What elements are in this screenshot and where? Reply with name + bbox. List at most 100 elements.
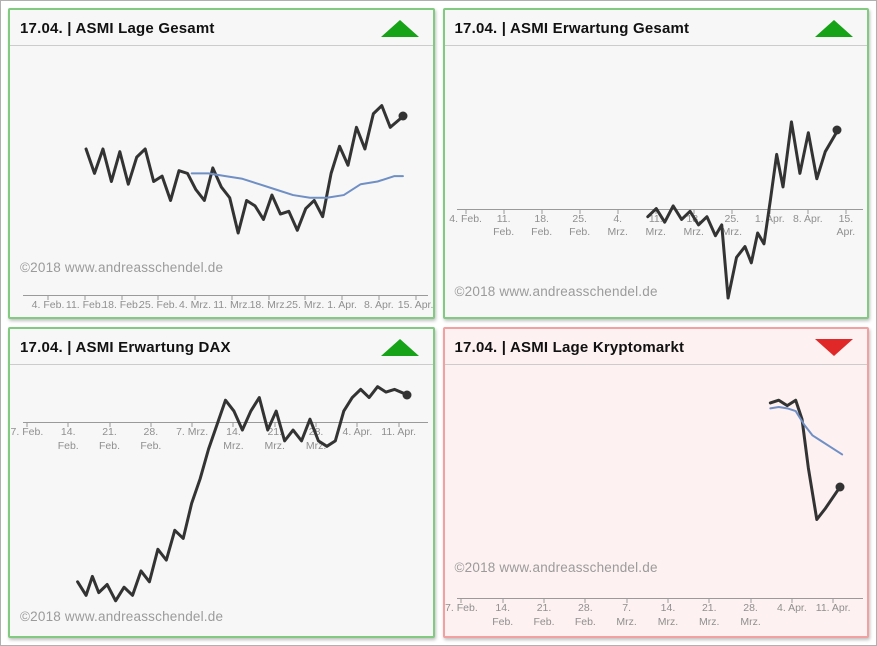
- x-axis-tick: [84, 295, 86, 301]
- line-series-svg: [10, 46, 433, 317]
- latest-value-dot: [402, 390, 412, 400]
- panel-header: 17.04. | ASMI Erwartung Gesamt: [444, 10, 867, 46]
- x-axis-line: [22, 295, 429, 297]
- x-axis-tick: [708, 598, 710, 604]
- x-axis-tick-label: 11. Apr.: [815, 602, 851, 615]
- x-axis-tick: [378, 295, 380, 301]
- x-axis-tick: [693, 208, 695, 214]
- panel-header: 17.04. | ASMI Lage Gesamt: [10, 10, 433, 46]
- x-axis-tick: [67, 421, 69, 427]
- x-axis-tick-label: 7. Mrz.: [616, 602, 637, 628]
- x-axis-tick: [465, 208, 467, 214]
- x-axis-tick-label: 8. Apr.: [792, 212, 823, 225]
- x-axis-tick: [791, 598, 793, 604]
- latest-value-dot: [832, 125, 842, 135]
- latest-value-dot: [835, 482, 845, 492]
- panel-title: 17.04. | ASMI Lage Gesamt: [20, 19, 215, 37]
- x-axis-tick-label: 4. Mrz.: [607, 212, 628, 239]
- x-axis-tick-label: 28. Feb.: [140, 425, 162, 452]
- x-axis-tick: [769, 208, 771, 214]
- x-axis-tick: [356, 421, 358, 427]
- x-axis-tick-label: 11. Feb.: [493, 212, 515, 239]
- x-axis-tick: [26, 421, 28, 427]
- triangle-up-icon: [815, 19, 853, 37]
- x-axis-tick-label: 4. Feb.: [449, 212, 482, 225]
- x-axis-tick: [626, 598, 628, 604]
- x-axis-tick: [268, 295, 270, 301]
- chart-panel-asmi-erwartung-dax: 17.04. | ASMI Erwartung DAX ©2018 www.an…: [8, 327, 435, 638]
- chart-plot: ©2018 www.andreasschendel.de 7. Feb. 14. F…: [10, 365, 433, 636]
- x-axis-tick-label: 21. Feb.: [99, 425, 121, 452]
- x-axis-tick-label: 25. Mrz.: [286, 299, 325, 312]
- x-axis-tick-label: 25. Feb.: [139, 299, 178, 312]
- x-axis-tick-label: 11. Feb.: [65, 299, 104, 312]
- x-axis-tick: [194, 295, 196, 301]
- x-axis-line: [457, 598, 863, 600]
- chart-panel-asmi-erwartung-gesamt: 17.04. | ASMI Erwartung Gesamt ©2018 www…: [442, 8, 869, 319]
- x-axis-tick-label: 28. Mrz.: [740, 602, 761, 628]
- triangle-down-icon: [815, 338, 853, 356]
- x-axis-tick: [304, 295, 306, 301]
- chart-panel-asmi-lage-kryptomarkt: 17.04. | ASMI Lage Kryptomarkt ©2018 www…: [442, 327, 869, 638]
- x-axis-tick-label: 15. Apr.: [836, 212, 856, 239]
- x-axis-tick: [832, 598, 834, 604]
- x-axis-tick-label: 21. Feb.: [533, 602, 555, 628]
- x-axis-tick-label: 7. Mrz.: [176, 425, 209, 438]
- x-axis-tick-label: 14. Mrz.: [657, 602, 679, 628]
- x-axis-tick: [232, 421, 234, 427]
- x-axis-tick: [47, 295, 49, 301]
- x-axis-tick: [341, 295, 343, 301]
- x-axis-tick: [398, 421, 400, 427]
- chart-panel-asmi-lage-gesamt: 17.04. | ASMI Lage Gesamt ©2018 www.andr…: [8, 8, 435, 319]
- x-axis-tick: [579, 208, 581, 214]
- x-axis-tick: [667, 598, 669, 604]
- panel-title: 17.04. | ASMI Erwartung Gesamt: [454, 19, 690, 37]
- x-axis-tick-label: 4. Feb.: [31, 299, 65, 312]
- x-axis-tick: [731, 208, 733, 214]
- x-axis-tick: [315, 421, 317, 427]
- x-axis-tick-label: 18. Mrz.: [249, 299, 288, 312]
- x-axis-line: [457, 208, 863, 210]
- x-axis-tick: [274, 421, 276, 427]
- x-axis-tick-label: 11. Mrz.: [645, 212, 666, 239]
- x-axis-tick-label: 11. Apr.: [381, 425, 417, 438]
- x-axis-tick-label: 25. Mrz.: [721, 212, 743, 239]
- x-axis-tick: [150, 421, 152, 427]
- x-axis-tick-label: 11. Mrz.: [213, 299, 251, 312]
- x-axis-tick-label: 4. Apr.: [776, 602, 807, 615]
- x-axis-tick-label: 4. Apr.: [342, 425, 373, 438]
- copyright-watermark: ©2018 www.andreasschendel.de: [20, 260, 224, 276]
- x-axis-tick-label: 4. Mrz.: [179, 299, 212, 312]
- x-axis-tick: [415, 295, 417, 301]
- x-axis-tick: [231, 295, 233, 301]
- x-axis-tick-label: 14. Feb.: [492, 602, 514, 628]
- x-axis-tick-label: 21. Mrz.: [699, 602, 720, 628]
- x-axis-tick: [543, 598, 545, 604]
- x-axis-tick: [750, 598, 752, 604]
- copyright-watermark: ©2018 www.andreasschendel.de: [454, 284, 658, 300]
- x-axis-tick-label: 1. Apr.: [327, 299, 357, 312]
- x-axis-tick: [157, 295, 159, 301]
- x-axis-tick-label: 8. Apr.: [363, 299, 394, 312]
- line-series-svg: [10, 365, 433, 636]
- x-axis-tick-label: 18. Feb.: [531, 212, 553, 239]
- x-axis-tick-label: 15. Apr.: [397, 299, 433, 312]
- x-axis-tick-label: 25. Feb.: [569, 212, 591, 239]
- copyright-watermark: ©2018 www.andreasschendel.de: [20, 608, 224, 624]
- x-axis-tick-label: 14. Feb.: [57, 425, 79, 452]
- x-axis-tick: [109, 421, 111, 427]
- x-axis-tick-label: 18. Feb.: [102, 299, 141, 312]
- panel-header: 17.04. | ASMI Lage Kryptomarkt: [444, 329, 867, 365]
- x-axis-tick-label: 7. Feb.: [445, 602, 478, 615]
- x-axis-tick: [121, 295, 123, 301]
- chart-plot: ©2018 www.andreasschendel.de 7. Feb. 14. F…: [445, 365, 868, 636]
- panel-header: 17.04. | ASMI Erwartung DAX: [10, 329, 433, 365]
- x-axis-tick-label: 21. Mrz.: [264, 425, 285, 452]
- copyright-watermark: ©2018 www.andreasschendel.de: [454, 560, 658, 576]
- triangle-up-icon: [380, 338, 419, 356]
- triangle-up-icon: [380, 19, 419, 37]
- chart-plot: ©2018 www.andreasschendel.de 4. Feb. 11. F…: [445, 46, 868, 317]
- panel-title: 17.04. | ASMI Lage Kryptomarkt: [454, 338, 685, 356]
- x-axis-tick: [503, 208, 505, 214]
